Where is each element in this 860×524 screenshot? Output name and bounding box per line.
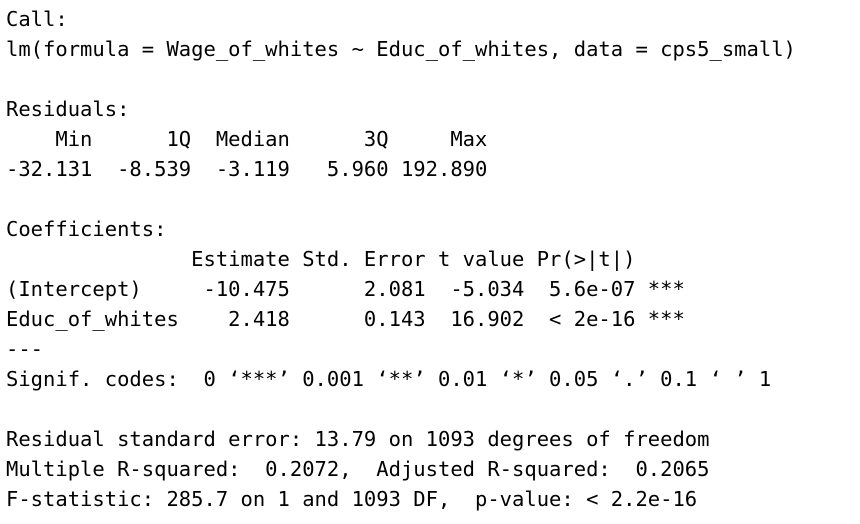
signif-codes: Signif. codes: 0 ‘***’ 0.001 ‘**’ 0.01 ‘… — [6, 367, 772, 391]
r-squared-line: Multiple R-squared: 0.2072, Adjusted R-s… — [6, 457, 722, 481]
separator: --- — [6, 337, 44, 361]
coefficients-columns: Estimate Std. Error t value Pr(>|t|) — [6, 247, 685, 271]
residuals-header: Residuals: — [6, 97, 130, 121]
residual-standard-error: Residual standard error: 13.79 on 1093 d… — [6, 427, 710, 451]
residuals-labels: Min 1Q Median 3Q Max — [6, 127, 500, 151]
coef-row-intercept: (Intercept) -10.475 2.081 -5.034 5.6e-07… — [6, 277, 685, 301]
residuals-values: -32.131 -8.539 -3.119 5.960 192.890 — [6, 157, 500, 181]
coefficients-header: Coefficients: — [6, 217, 167, 241]
f-statistic-line: F-statistic: 285.7 on 1 and 1093 DF, p-v… — [6, 487, 698, 511]
call-formula: lm(formula = Wage_of_whites ~ Educ_of_wh… — [6, 37, 796, 61]
coef-row-educ: Educ_of_whites 2.418 0.143 16.902 < 2e-1… — [6, 307, 685, 331]
call-header: Call: — [6, 7, 68, 31]
